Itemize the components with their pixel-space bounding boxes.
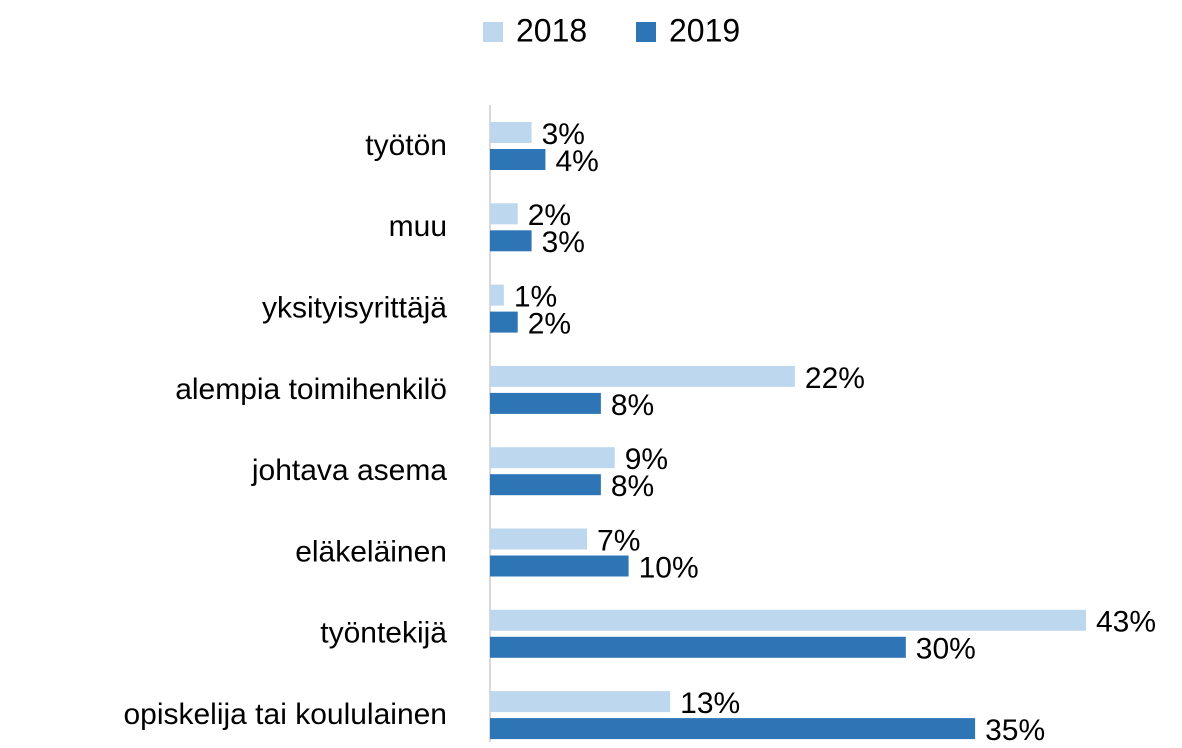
bar <box>490 149 546 170</box>
bar <box>490 555 629 577</box>
value-label: 2% <box>528 308 571 341</box>
category-label: alempia toimihenkilö <box>175 373 447 406</box>
value-label: 4% <box>555 145 598 178</box>
value-label: 8% <box>611 470 654 503</box>
bar <box>490 311 518 333</box>
value-label: 30% <box>916 633 976 666</box>
value-label: 7% <box>597 524 640 557</box>
bar <box>490 122 532 143</box>
bar <box>490 691 671 713</box>
bar <box>490 528 588 550</box>
bar <box>490 447 615 469</box>
value-label: 9% <box>625 443 668 476</box>
bar <box>490 392 601 414</box>
category-label: opiskelija tai koululainen <box>123 698 447 731</box>
bar <box>490 718 976 740</box>
legend-label: 2018 <box>516 12 587 48</box>
bar <box>490 230 532 252</box>
legend-swatch <box>636 22 656 42</box>
category-label: yksityisyrittäjä <box>262 292 447 325</box>
category-label: eläkeläinen <box>295 535 447 568</box>
category-label: johtava asema <box>251 454 447 487</box>
legend-label: 2019 <box>669 12 740 48</box>
value-label: 2% <box>528 199 571 232</box>
category-label: työtön <box>365 129 447 162</box>
bar <box>490 365 795 387</box>
category-label: työntekijä <box>320 617 447 650</box>
bar <box>490 609 1086 631</box>
value-label: 13% <box>680 687 740 720</box>
value-label: 3% <box>542 226 585 259</box>
value-label: 3% <box>542 118 585 151</box>
value-label: 35% <box>985 714 1045 747</box>
bar <box>490 284 504 306</box>
value-label: 8% <box>611 389 654 422</box>
value-label: 22% <box>805 362 865 395</box>
value-label: 1% <box>514 281 557 314</box>
legend-swatch <box>483 22 503 42</box>
bar <box>490 474 601 496</box>
category-label: muu <box>389 210 447 243</box>
value-label: 43% <box>1096 606 1156 639</box>
value-label: 10% <box>639 551 699 584</box>
bar <box>490 636 906 658</box>
bar <box>490 203 518 225</box>
